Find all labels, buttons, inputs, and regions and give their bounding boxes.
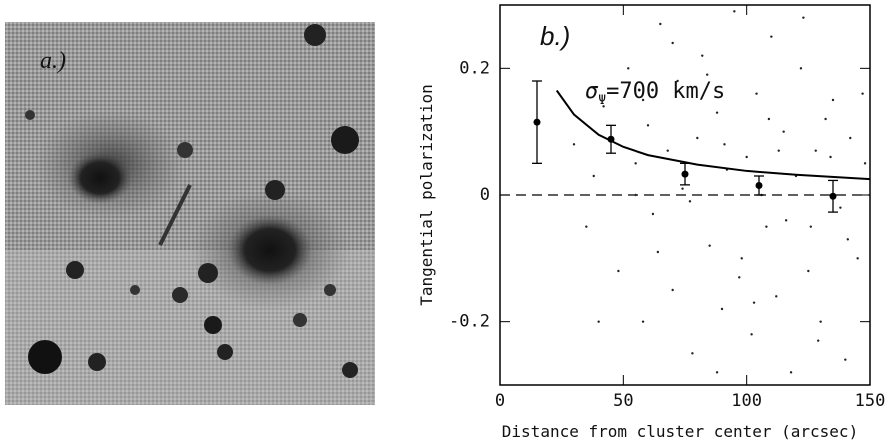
scatter-point (831, 98, 835, 102)
error-point (755, 182, 763, 189)
scatter-point (641, 98, 645, 102)
scatter-point (706, 73, 709, 76)
scatter-point (602, 105, 605, 108)
scatter-point (634, 193, 637, 197)
scatter-point (572, 143, 576, 146)
scatter-point (671, 288, 674, 292)
scatter-point (770, 35, 773, 38)
scatter-point (592, 174, 595, 178)
scatter-point (733, 10, 736, 13)
error-point (829, 192, 837, 200)
scatter-point (755, 92, 758, 95)
scatter-point (634, 162, 637, 165)
scatter-point (715, 371, 719, 374)
annotation-subscript: Ψ (598, 93, 606, 108)
scatter-point (824, 117, 827, 121)
scatter-point (671, 41, 674, 45)
scatter-point (701, 54, 704, 57)
panel-b-chart: 0 50 100 150 -0.2 0 0.2 Distance from cluster c… (417, 4, 886, 441)
y-tick-label: 0 (480, 185, 490, 205)
scatter-point (750, 333, 753, 336)
scatter-point (696, 136, 699, 140)
scatter-point (627, 67, 630, 70)
panel-label: b.) (540, 21, 570, 51)
scatter-point (775, 295, 778, 298)
y-axis-label: Tangential polarization (417, 84, 436, 306)
annotation: σΨ=700 km/s (585, 79, 725, 108)
scatter-point (666, 149, 669, 152)
scatter-point (720, 307, 724, 311)
y-tick-label: 0.2 (459, 58, 490, 78)
scatter-point (651, 212, 655, 216)
scatter-point (802, 16, 805, 19)
scatter-point (819, 320, 822, 323)
scatter-point (597, 320, 600, 323)
scatter-point (740, 257, 743, 260)
panel-label: a.) (40, 48, 66, 74)
scatter-point (681, 187, 684, 190)
x-axis-label: Distance from cluster center (arcsec) (502, 422, 858, 441)
scatter-point (861, 92, 864, 95)
scatter-point (844, 358, 847, 361)
error-point (533, 118, 541, 126)
scatter-point (784, 219, 788, 222)
scatter-point (585, 225, 588, 228)
scatter-point (777, 149, 780, 152)
scatter-point (863, 162, 867, 165)
scatter-point (715, 111, 719, 114)
scatter-point (745, 155, 748, 159)
scatter-point (782, 130, 785, 133)
scatter-point (708, 244, 711, 247)
scatter-point (789, 371, 793, 374)
scatter-point (799, 67, 803, 70)
scatter-point (688, 200, 692, 203)
scatter-point (846, 238, 849, 241)
x-tick-label: 100 (731, 391, 762, 411)
scatter-point (817, 339, 820, 342)
x-tick-label: 50 (613, 391, 633, 411)
scatter-point (738, 276, 741, 279)
scatter-point (767, 117, 771, 121)
scatter-point (723, 143, 726, 146)
panel-a-image: a.) (5, 22, 375, 405)
scatter-point (617, 269, 620, 273)
scatter-point (839, 206, 842, 209)
x-tick-label: 0 (495, 391, 505, 411)
model-curve (555, 89, 871, 181)
scatter-point (641, 320, 645, 323)
scatter-point (809, 225, 812, 228)
annotation-symbol: σ (585, 79, 599, 104)
annotation-text: =700 km/s (606, 79, 725, 104)
scatter-point (814, 149, 817, 152)
scatter-point (676, 79, 679, 83)
y-tick-label: -0.2 (449, 312, 490, 332)
scatter-point (849, 136, 852, 140)
error-point (681, 170, 689, 178)
scatter-point (656, 250, 660, 254)
scatter-point (659, 22, 662, 26)
scatter-point (646, 124, 650, 127)
x-tick-label: 150 (855, 391, 886, 411)
scatter-point (829, 155, 832, 159)
scatter-point (765, 225, 768, 228)
scatter-point (752, 301, 756, 304)
scatter-point (856, 257, 859, 260)
scatter-point (691, 352, 694, 355)
scatter-point (807, 269, 810, 273)
